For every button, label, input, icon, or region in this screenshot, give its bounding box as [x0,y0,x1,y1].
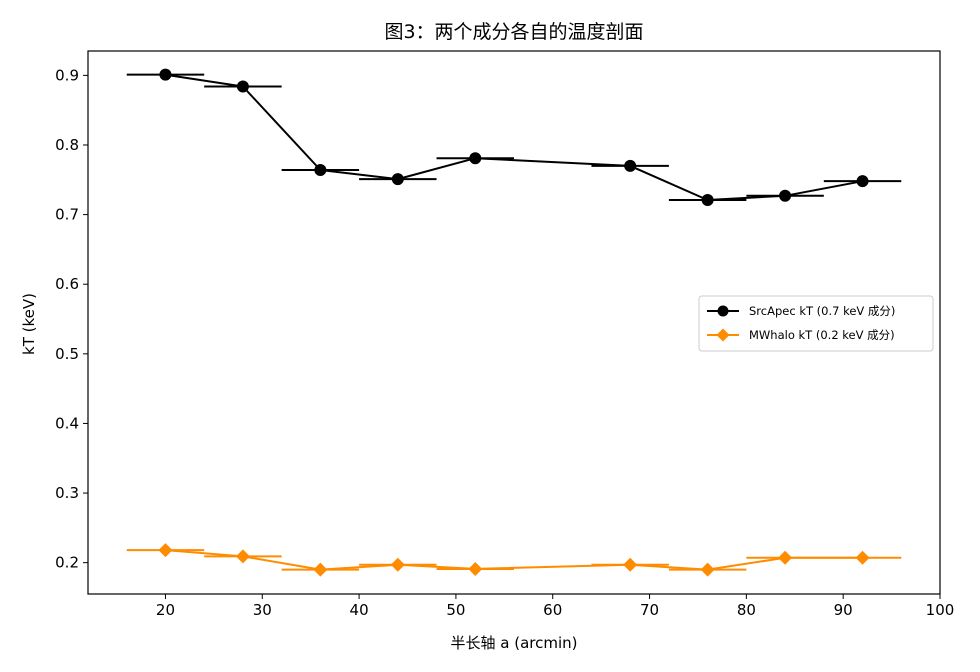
x-tick-label: 70 [640,601,659,619]
x-tick-label: 60 [543,601,562,619]
data-point [158,543,173,558]
data-point [390,557,405,572]
x-tick-label: 40 [350,601,369,619]
x-tick-label: 30 [253,601,272,619]
y-tick-label: 0.5 [55,345,79,363]
data-point [236,80,249,93]
data-point [701,193,714,206]
y-tick-label: 0.2 [55,554,79,572]
data-point [468,561,483,576]
y-tick-label: 0.9 [55,66,79,84]
x-tick-label: 20 [156,601,175,619]
x-tick-label: 50 [446,601,465,619]
plot-frame [87,50,941,595]
legend-box [698,295,934,352]
legend-label: MWhalo kT (0.2 keV 成分) [749,328,895,342]
data-point [159,68,172,81]
data-point [778,550,793,565]
data-point [779,189,792,202]
x-tick-label: 100 [926,601,955,619]
data-point [235,549,250,564]
x-tick-label: 80 [737,601,756,619]
data-point [313,562,328,577]
x-axis-label: 半长轴 a (arcmin) [451,634,578,652]
data-point [314,164,327,177]
series-line [165,549,863,571]
data-point [469,152,482,165]
data-point [623,557,638,572]
y-tick-label: 0.3 [55,484,79,502]
legend-marker [716,328,730,342]
series-1 [126,68,902,206]
data-point [855,550,870,565]
y-axis-label: kT (keV) [20,293,38,355]
legend: SrcApec kT (0.7 keV 成分) MWhalo kT (0.2 ke… [698,295,934,352]
series-2 [126,543,902,577]
chart-title: 图3：两个成分各自的温度剖面 [384,21,643,43]
data-point [856,175,869,188]
y-tick-label: 0.7 [55,206,79,224]
x-tick-label: 90 [834,601,853,619]
axis-ticks: 20 30 40 50 60 70 80 90 100 0.2 0.3 0.4 0.5 0.6 0.7 0.8… [55,66,954,619]
plot-area [126,68,902,577]
legend-label: SrcApec kT (0.7 keV 成分) [749,304,895,318]
data-point [700,562,715,577]
data-point [624,159,637,172]
legend-marker [717,305,729,317]
y-tick-label: 0.6 [55,275,79,293]
y-tick-label: 0.4 [55,414,79,432]
series-line [165,73,863,201]
data-point [391,173,404,186]
y-tick-label: 0.8 [55,136,79,154]
